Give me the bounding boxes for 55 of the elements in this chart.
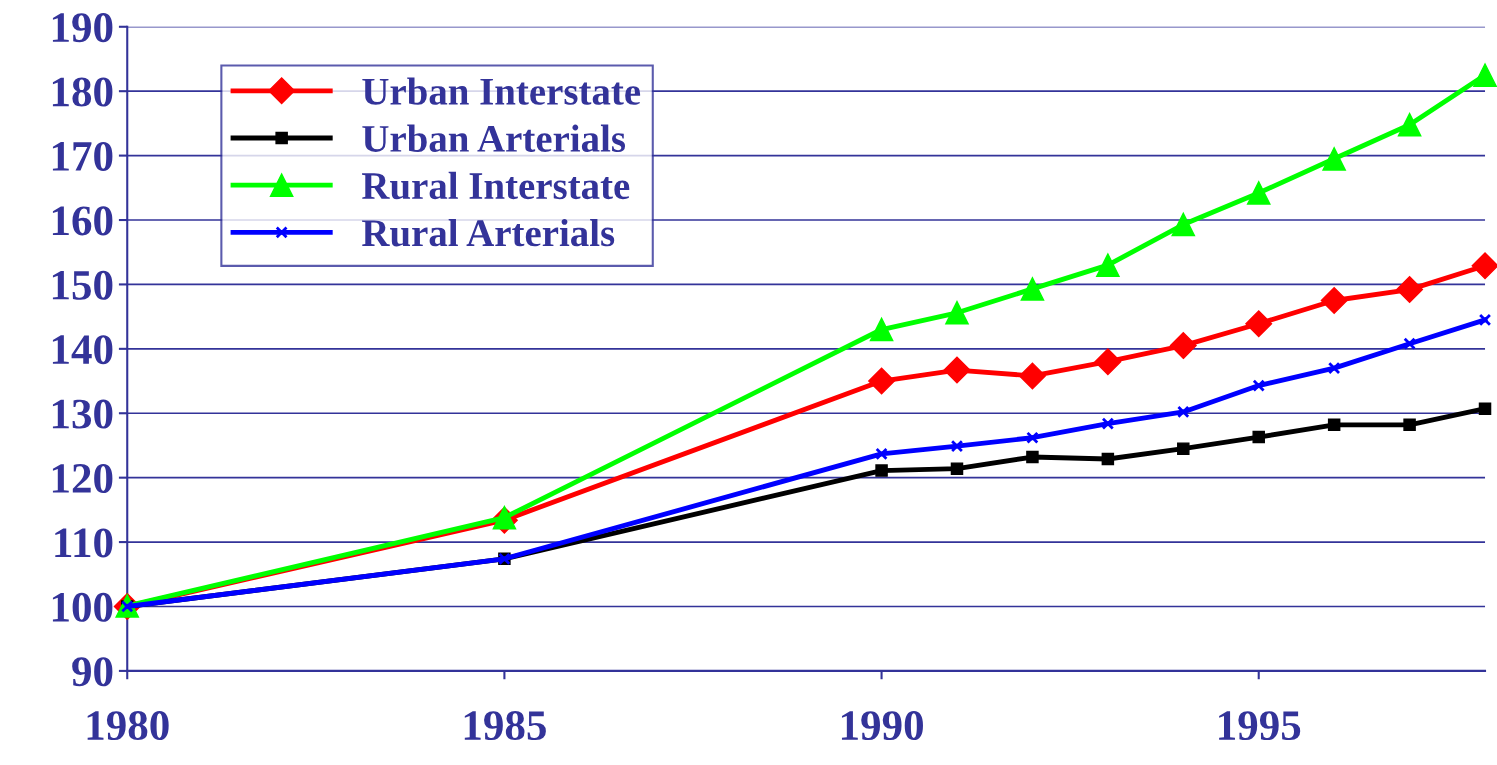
y-tick-label: 100 [52, 592, 113, 622]
point [1094, 348, 1122, 376]
y-tick-label: 180 [52, 77, 113, 107]
y-tick-label: 170 [52, 141, 113, 171]
point [875, 447, 888, 461]
point [1020, 277, 1045, 301]
point [1171, 212, 1196, 237]
point [1471, 252, 1497, 280]
y-tick-label: 110 [55, 528, 113, 558]
point [1327, 361, 1341, 375]
point [868, 367, 896, 395]
point [1403, 337, 1416, 350]
legend-label: Rural Arterials [362, 218, 615, 247]
point [1018, 362, 1046, 390]
y-tick-label: 130 [52, 399, 113, 429]
x-tick-label: 1995 [1219, 711, 1301, 741]
point [1322, 147, 1346, 171]
x-tick-label: 1985 [464, 711, 546, 741]
point [1169, 332, 1197, 360]
point [950, 439, 964, 453]
y-tick-label: 120 [52, 463, 113, 494]
x-tick-label: 1980 [87, 711, 169, 741]
point [1478, 313, 1492, 327]
x-tick-label: 1990 [841, 711, 923, 741]
point [1101, 452, 1115, 466]
point [950, 462, 964, 475]
point [1403, 418, 1416, 432]
point [1246, 181, 1271, 205]
point [1252, 379, 1265, 392]
point [1096, 253, 1120, 277]
y-tick-label: 150 [52, 270, 113, 300]
point [1252, 430, 1265, 444]
legend-label: Urban Arterials [362, 124, 626, 152]
y-tick-label: 160 [52, 206, 113, 236]
point [1026, 450, 1039, 464]
y-tick-label: 140 [52, 335, 113, 365]
point [1478, 402, 1492, 415]
point [875, 464, 888, 477]
point [1320, 287, 1348, 314]
point [943, 356, 971, 384]
point [1177, 405, 1190, 419]
point [1473, 63, 1497, 87]
point [945, 300, 969, 325]
point [1327, 418, 1341, 432]
y-tick-label: 90 [72, 657, 113, 687]
legend-label: Rural Interstate [362, 171, 630, 200]
point [1177, 442, 1190, 455]
point [1397, 112, 1422, 137]
y-tick-label: 190 [52, 13, 113, 43]
point [869, 317, 894, 342]
point [1101, 417, 1115, 430]
point [1245, 310, 1273, 338]
point [1396, 276, 1424, 304]
point [1026, 431, 1039, 444]
legend-label: Urban Interstate [362, 77, 641, 105]
